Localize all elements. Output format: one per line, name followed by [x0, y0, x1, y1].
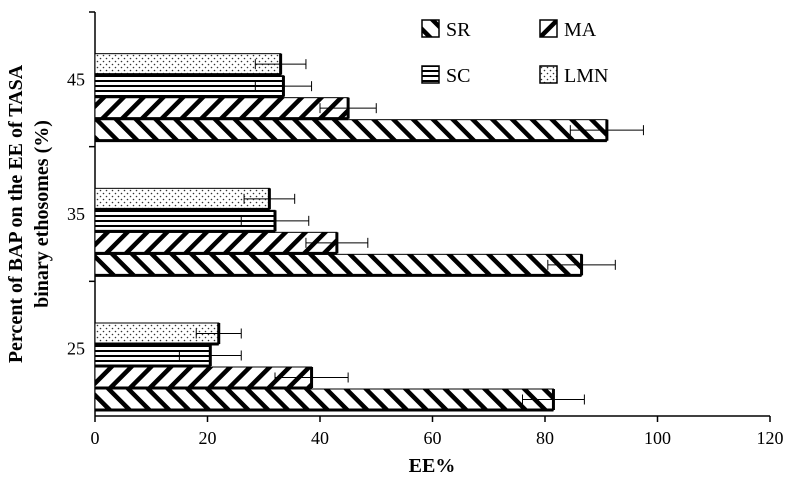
bar-lmn-35	[94, 187, 270, 210]
y-axis-title-line2: binary ethosomes (%)	[31, 120, 53, 308]
legend-label-ma: MA	[564, 19, 597, 41]
x-ticks-group: 0 20 40 60 80 100 120	[91, 416, 784, 448]
error-bars-group	[178, 59, 644, 405]
bar-sr-25	[94, 388, 554, 411]
legend-swatch-lmn	[539, 65, 558, 84]
legend-swatch-ma	[539, 19, 558, 38]
bar-ma-35	[94, 231, 338, 254]
legend-label-lmn: LMN	[564, 65, 608, 87]
bar-sr-35	[94, 253, 583, 276]
x-axis-title: EE%	[409, 455, 456, 477]
x-tick-label: 60	[424, 428, 442, 448]
legend: SR MA SC LMN	[421, 19, 608, 87]
x-tick-label: 80	[536, 428, 554, 448]
bar-lmn-45	[94, 53, 282, 76]
y-tick-label: 25	[67, 339, 85, 359]
legend-swatch-sr	[421, 19, 440, 38]
y-ticks-group: 25 35 45	[67, 11, 95, 359]
bar-ma-45	[94, 97, 349, 120]
legend-label-sc: SC	[446, 65, 470, 87]
y-tick-label: 45	[67, 69, 85, 89]
x-tick-label: 120	[757, 428, 784, 448]
y-axis-title-line1: Percent of BAP on the EE of TASA	[5, 64, 27, 363]
bar-sr-45	[94, 119, 608, 142]
bars-group	[94, 53, 609, 412]
legend-label-sr: SR	[446, 19, 471, 41]
y-tick-label: 35	[67, 204, 85, 224]
x-tick-label: 100	[644, 428, 671, 448]
x-tick-label: 0	[91, 428, 100, 448]
x-tick-label: 40	[311, 428, 329, 448]
x-tick-label: 20	[199, 428, 217, 448]
legend-swatch-sc	[421, 65, 440, 84]
